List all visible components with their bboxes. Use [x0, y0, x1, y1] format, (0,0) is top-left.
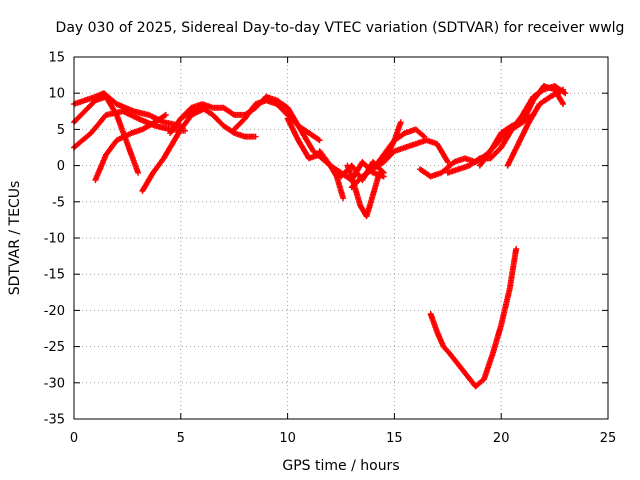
y-tick-label: -15 — [44, 268, 65, 283]
y-tick-label: 10 — [48, 87, 65, 102]
data-points-arc-14 — [370, 126, 428, 173]
series-arc-7 — [177, 104, 259, 140]
y-tick-label: -35 — [44, 413, 65, 428]
y-tick-label: -10 — [44, 232, 65, 247]
grid-layer — [74, 57, 608, 419]
x-tick-label: 20 — [493, 431, 510, 446]
y-tick-label: -5 — [52, 195, 65, 210]
x-tick-label: 5 — [177, 431, 185, 446]
y-tick-label: 15 — [48, 51, 65, 66]
x-tick-label: 25 — [600, 431, 617, 446]
series-arc-14 — [370, 126, 428, 173]
chart-title: Day 030 of 2025, Sidereal Day-to-day VTE… — [56, 20, 625, 36]
axis-ticks: 0 5 10 15 20 25 15 10 5 0 -5 -10 -15 -20 -25 -30 -35 — [44, 51, 617, 447]
data-points-arc-15 — [380, 137, 451, 165]
series-arc-19 — [504, 86, 567, 169]
x-axis-label: GPS time / hours — [282, 458, 399, 474]
data-points-arc-7 — [177, 104, 259, 140]
y-tick-label: -25 — [44, 340, 65, 355]
data-points-arc-19 — [504, 86, 567, 169]
y-axis-label: SDTVAR / TECUs — [7, 181, 23, 296]
series-arc-20 — [508, 83, 569, 133]
y-tick-label: -30 — [44, 376, 65, 391]
series-arc-21 — [427, 245, 520, 390]
series-arc-4 — [92, 111, 169, 184]
data-marks — [71, 83, 569, 390]
data-points-arc-4 — [92, 111, 169, 184]
data-points-arc-20 — [508, 83, 569, 133]
x-tick-label: 0 — [70, 431, 78, 446]
y-tick-label: 5 — [57, 123, 65, 138]
data-points-arc-21 — [427, 245, 520, 390]
x-tick-label: 15 — [386, 431, 403, 446]
y-tick-label: -20 — [44, 304, 65, 319]
series-arc-15 — [380, 137, 451, 165]
x-tick-label: 10 — [279, 431, 296, 446]
y-tick-label: 0 — [57, 159, 65, 174]
